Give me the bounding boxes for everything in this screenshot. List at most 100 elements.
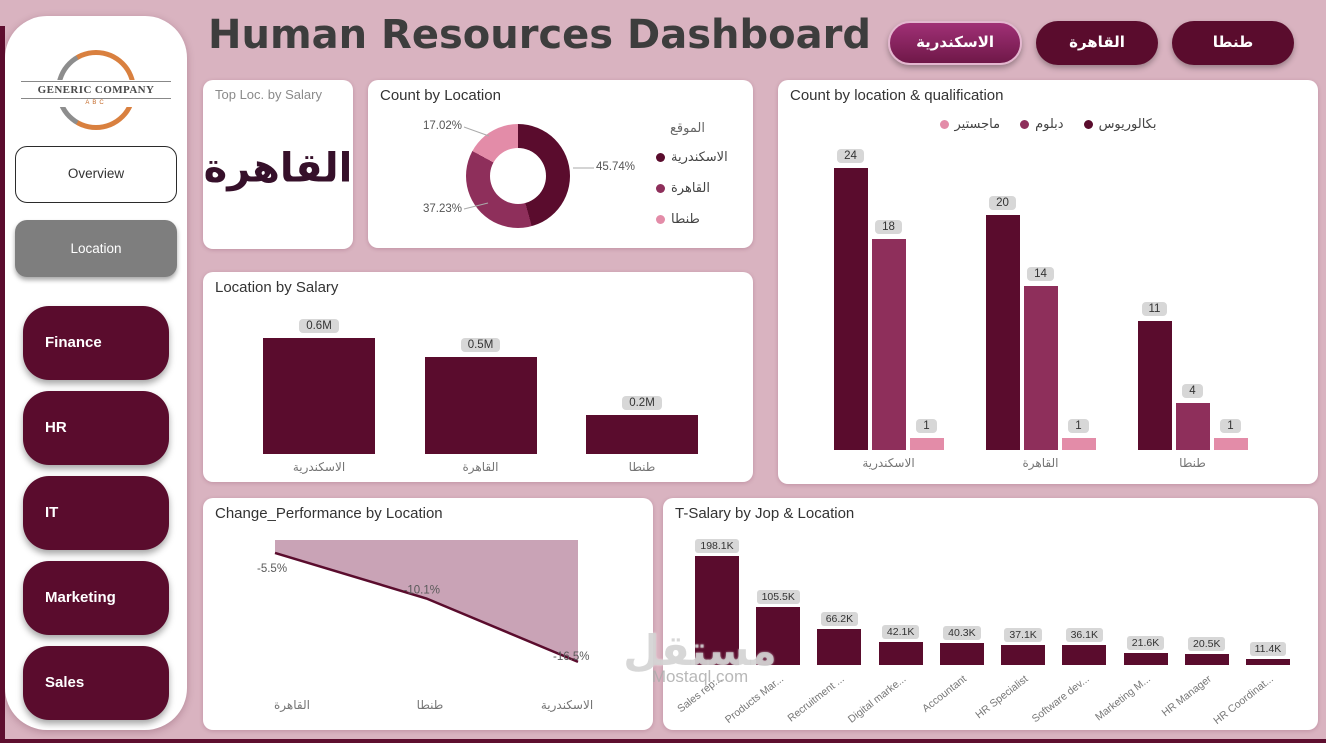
- x-axis-label: الاسكندرية: [862, 456, 915, 470]
- legend-item-tanta[interactable]: طنطا: [656, 211, 751, 227]
- bar[interactable]: [833, 168, 868, 450]
- legend: ماجستير دبلوم بكالوريوس: [778, 116, 1318, 132]
- bar[interactable]: [1001, 644, 1046, 665]
- bar-column: 0.2M طنطا: [586, 396, 698, 474]
- filter-tanta[interactable]: طنطا: [1172, 21, 1294, 65]
- legend-item-alexandria[interactable]: الاسكندرية: [656, 149, 751, 165]
- x-axis-label: Recruitment ...: [785, 673, 847, 725]
- x-axis-label: القاهرة: [1022, 456, 1059, 470]
- donut-chart[interactable]: [466, 124, 570, 228]
- bar-column: 66.2K Recruitment ...: [786, 611, 862, 724]
- bar[interactable]: [817, 628, 862, 665]
- bar-column: 42.1K Digital marke...: [845, 624, 923, 726]
- bar-cluster: 20 14 1: [985, 140, 1096, 450]
- kpi-value: القاهرة: [203, 146, 353, 191]
- value-label: 24: [837, 149, 864, 163]
- legend-label: ماجستير: [954, 116, 1001, 131]
- bar[interactable]: [756, 606, 801, 665]
- legend-dot-icon: [656, 183, 665, 193]
- bar[interactable]: [1123, 653, 1168, 665]
- x-axis-label: القاهرة: [274, 698, 310, 712]
- bar[interactable]: [1213, 438, 1248, 450]
- bar[interactable]: [1062, 645, 1107, 665]
- area-chart[interactable]: -5.5% -10.1% -16.5%: [203, 498, 653, 730]
- sidebar-item-sales[interactable]: Sales: [23, 646, 169, 720]
- sidebar-item-it[interactable]: IT: [23, 476, 169, 550]
- value-label: 18: [875, 219, 902, 234]
- count-by-location-card: Count by Location 45.74% 37.23% 17.02% ا…: [368, 80, 753, 248]
- salary-by-job-card: T-Salary by Jop & Location 198.1K Sales r…: [663, 498, 1318, 730]
- area-line: [274, 551, 579, 664]
- value-label: 40.3K: [943, 625, 981, 640]
- legend-item-diploma[interactable]: دبلوم: [1020, 116, 1064, 132]
- bar[interactable]: [586, 415, 698, 454]
- value-label: 42.1K: [881, 624, 920, 639]
- bar[interactable]: [1184, 653, 1229, 665]
- bar[interactable]: [1245, 658, 1290, 665]
- legend-item-master[interactable]: ماجستير: [939, 116, 1001, 132]
- x-axis-label: الاسكندرية: [292, 460, 346, 474]
- x-axis-label: HR Manager: [1159, 673, 1215, 720]
- value-label: 0.6M: [299, 319, 339, 333]
- legend-item-bachelor[interactable]: بكالوريوس: [1083, 116, 1156, 132]
- legend-item-cairo[interactable]: القاهرة: [656, 180, 751, 196]
- bar-column: 37.1K HR Specialist: [973, 627, 1046, 721]
- company-name: GENERIC COMPANY: [21, 81, 171, 99]
- value-label: 14: [1027, 266, 1054, 281]
- x-axis-label: Marketing M...: [1093, 673, 1153, 724]
- sidebar-item-hr[interactable]: HR: [23, 391, 169, 465]
- bar-column: 24: [833, 149, 868, 450]
- value-label: 1: [916, 419, 937, 434]
- bar[interactable]: [1175, 403, 1210, 450]
- card-title: Change_Performance by Location: [215, 505, 443, 522]
- bar[interactable]: [695, 556, 739, 665]
- value-label: 11.4K: [1249, 641, 1287, 656]
- bar-column: 40.3K Accountant: [920, 625, 984, 715]
- bar-column: 20.5K HR Manager: [1160, 636, 1229, 719]
- filter-cairo[interactable]: القاهرة: [1036, 21, 1158, 65]
- sidebar: GENERIC COMPANY ABC Overview Location Fina…: [5, 16, 187, 730]
- card-title: Top Loc. by Salary: [215, 87, 322, 102]
- legend-title: الموقع: [670, 120, 705, 135]
- bar-chart: 198.1K Sales rep... 105.5K Products Mar... 6…: [675, 528, 1290, 727]
- bar[interactable]: [939, 642, 984, 665]
- bar[interactable]: [878, 641, 923, 665]
- sidebar-item-overview[interactable]: Overview: [15, 146, 177, 203]
- bar-column: 18: [871, 219, 906, 450]
- sidebar-item-marketing[interactable]: Marketing: [23, 561, 169, 635]
- bar[interactable]: [1137, 320, 1172, 450]
- value-label: 198.1K: [695, 539, 739, 553]
- sidebar-item-location[interactable]: Location: [15, 220, 177, 277]
- x-axis-label: طنطا: [1179, 456, 1206, 470]
- value-label: -5.5%: [257, 563, 287, 575]
- bar[interactable]: [871, 238, 906, 450]
- value-label: 0.5M: [460, 338, 501, 353]
- legend-label: القاهرة: [671, 180, 710, 195]
- bar[interactable]: [1061, 438, 1096, 450]
- bar-column: 1: [1061, 419, 1096, 450]
- legend-dot-icon: [1083, 119, 1093, 129]
- x-axis-label: طنطا: [416, 698, 444, 712]
- sidebar-item-finance[interactable]: Finance: [23, 306, 169, 380]
- value-label: 36.1K: [1065, 628, 1104, 643]
- legend-dot-icon: [656, 214, 665, 224]
- value-label: 66.2K: [820, 611, 859, 626]
- value-label: 11: [1141, 301, 1168, 316]
- count-by-qualification-card: Count by location & qualification ماجستي…: [778, 80, 1318, 484]
- bar-column: 11.4K HR Coordinat...: [1211, 641, 1290, 727]
- bar[interactable]: [263, 338, 375, 454]
- location-by-salary-card: Location by Salary 0.6M الاسكندرية 0.5M الق…: [203, 272, 753, 482]
- x-axis-label: Products Mar...: [722, 673, 786, 726]
- bar[interactable]: [909, 438, 944, 450]
- value-label: 21.6K: [1126, 636, 1165, 651]
- value-label: 20.5K: [1188, 636, 1226, 651]
- filter-alexandria[interactable]: الاسكندرية: [888, 21, 1022, 65]
- legend-label: دبلوم: [1035, 116, 1064, 131]
- bar[interactable]: [985, 215, 1020, 450]
- window-edge: [0, 26, 5, 743]
- bar-column: 21.6K Marketing M...: [1093, 636, 1168, 723]
- bar[interactable]: [1023, 285, 1058, 450]
- value-label: 1: [1220, 419, 1241, 434]
- bar[interactable]: [424, 357, 537, 454]
